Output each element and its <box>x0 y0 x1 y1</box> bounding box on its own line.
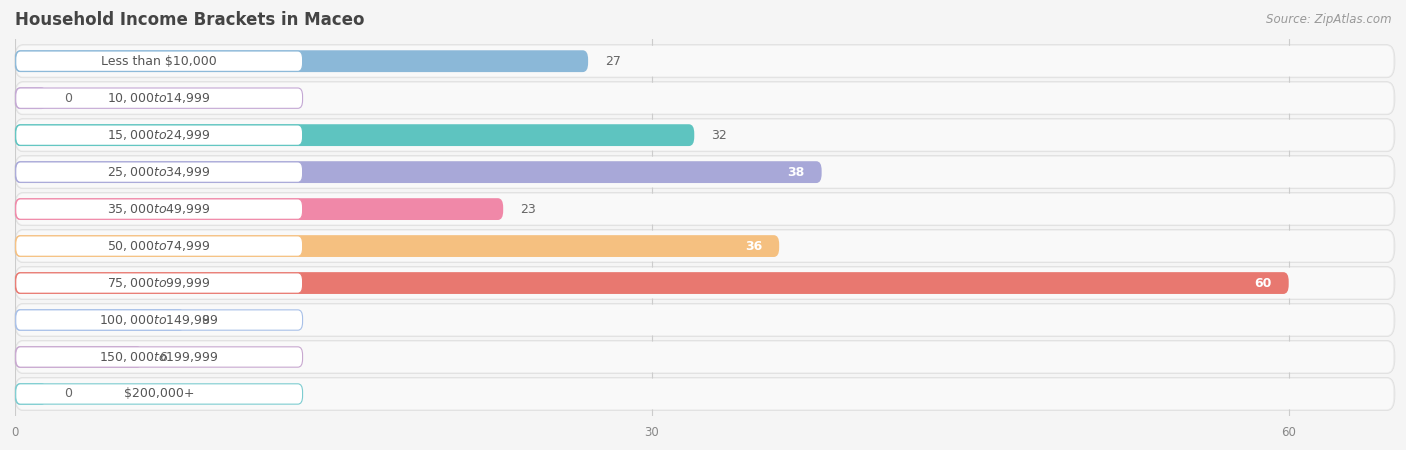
FancyBboxPatch shape <box>17 194 1393 225</box>
Text: 60: 60 <box>1254 277 1271 289</box>
FancyBboxPatch shape <box>17 157 1393 188</box>
FancyBboxPatch shape <box>17 268 1393 298</box>
FancyBboxPatch shape <box>14 309 184 331</box>
FancyBboxPatch shape <box>17 305 1393 335</box>
FancyBboxPatch shape <box>15 236 302 256</box>
Text: Household Income Brackets in Maceo: Household Income Brackets in Maceo <box>15 11 364 29</box>
FancyBboxPatch shape <box>14 272 1289 294</box>
FancyBboxPatch shape <box>17 231 1393 261</box>
Text: $100,000 to $149,999: $100,000 to $149,999 <box>100 313 219 327</box>
FancyBboxPatch shape <box>15 125 302 145</box>
FancyBboxPatch shape <box>14 161 821 183</box>
FancyBboxPatch shape <box>17 83 1393 113</box>
FancyBboxPatch shape <box>17 46 1393 76</box>
FancyBboxPatch shape <box>14 346 142 368</box>
FancyBboxPatch shape <box>17 378 1393 410</box>
FancyBboxPatch shape <box>17 342 1393 372</box>
Text: 36: 36 <box>745 239 762 252</box>
Text: $25,000 to $34,999: $25,000 to $34,999 <box>107 165 211 179</box>
FancyBboxPatch shape <box>15 162 302 182</box>
FancyBboxPatch shape <box>15 310 302 330</box>
FancyBboxPatch shape <box>14 124 695 146</box>
FancyBboxPatch shape <box>14 383 46 405</box>
Text: 23: 23 <box>520 202 536 216</box>
Text: $75,000 to $99,999: $75,000 to $99,999 <box>107 276 211 290</box>
Text: $15,000 to $24,999: $15,000 to $24,999 <box>107 128 211 142</box>
FancyBboxPatch shape <box>14 50 588 72</box>
Text: $35,000 to $49,999: $35,000 to $49,999 <box>107 202 211 216</box>
Text: 32: 32 <box>711 129 727 142</box>
FancyBboxPatch shape <box>14 303 1395 337</box>
FancyBboxPatch shape <box>14 156 1395 189</box>
FancyBboxPatch shape <box>15 199 302 219</box>
FancyBboxPatch shape <box>14 235 779 257</box>
FancyBboxPatch shape <box>14 378 1395 410</box>
Text: $50,000 to $74,999: $50,000 to $74,999 <box>107 239 211 253</box>
Text: Source: ZipAtlas.com: Source: ZipAtlas.com <box>1267 14 1392 27</box>
Text: 38: 38 <box>787 166 804 179</box>
Text: Less than $10,000: Less than $10,000 <box>101 55 217 68</box>
FancyBboxPatch shape <box>15 273 302 293</box>
FancyBboxPatch shape <box>15 384 302 404</box>
Text: 0: 0 <box>63 92 72 105</box>
FancyBboxPatch shape <box>14 193 1395 225</box>
FancyBboxPatch shape <box>14 198 503 220</box>
Text: $10,000 to $14,999: $10,000 to $14,999 <box>107 91 211 105</box>
Text: 6: 6 <box>159 351 167 364</box>
Text: 8: 8 <box>201 314 209 327</box>
FancyBboxPatch shape <box>14 230 1395 263</box>
FancyBboxPatch shape <box>14 45 1395 78</box>
FancyBboxPatch shape <box>15 51 302 72</box>
Text: 27: 27 <box>605 55 621 68</box>
FancyBboxPatch shape <box>15 88 302 108</box>
FancyBboxPatch shape <box>15 347 302 367</box>
Text: $150,000 to $199,999: $150,000 to $199,999 <box>100 350 219 364</box>
FancyBboxPatch shape <box>14 341 1395 373</box>
FancyBboxPatch shape <box>14 118 1395 152</box>
Text: 0: 0 <box>63 387 72 400</box>
FancyBboxPatch shape <box>17 120 1393 150</box>
FancyBboxPatch shape <box>14 266 1395 300</box>
Text: $200,000+: $200,000+ <box>124 387 194 400</box>
FancyBboxPatch shape <box>14 81 1395 115</box>
FancyBboxPatch shape <box>14 87 46 109</box>
